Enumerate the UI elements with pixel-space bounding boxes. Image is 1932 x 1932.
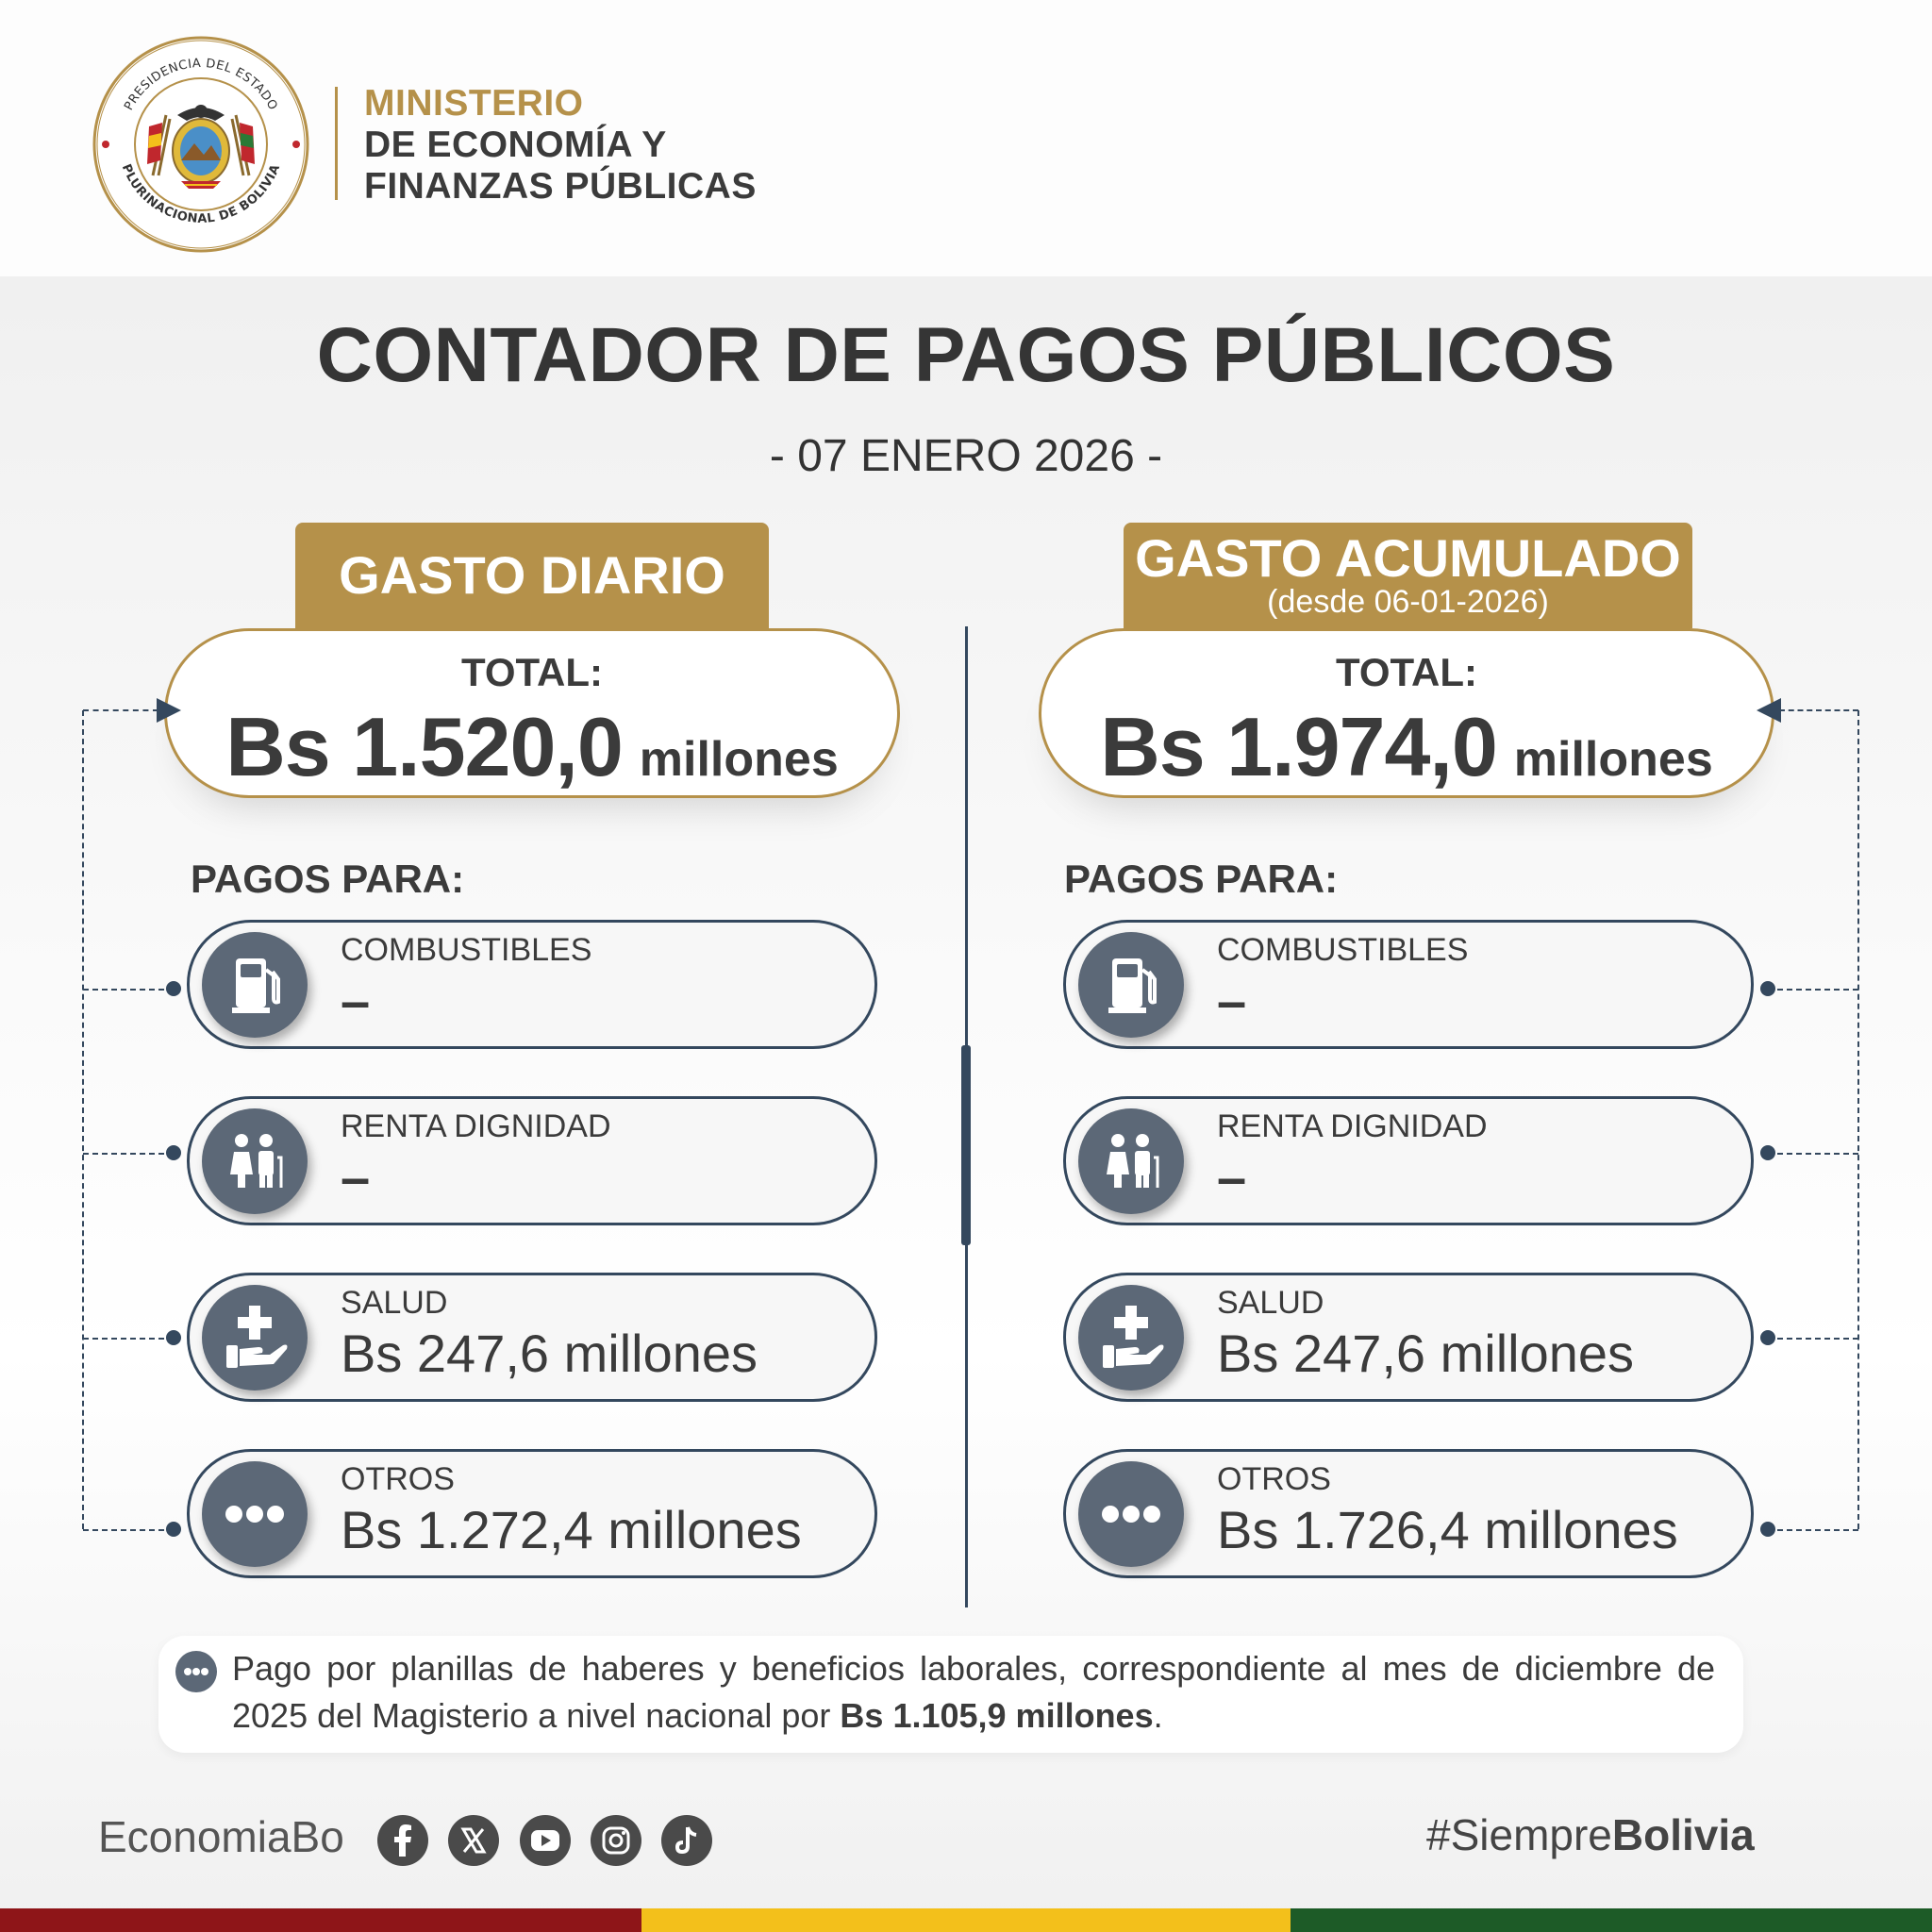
daily-tab-title: GASTO DIARIO [339,545,725,605]
cumulative-tab-title: GASTO ACUMULADO [1135,528,1681,588]
cumulative-connector-line [1857,710,1859,1529]
cumulative-item-label: RENTA DIGNIDAD [1217,1108,1488,1144]
hashtag-prefix: #Siempre [1426,1810,1612,1859]
daily-item-salud: SALUD Bs 247,6 millones [187,1273,877,1402]
cumulative-connector-branch [1768,989,1858,991]
daily-connector-branch [83,1529,174,1531]
daily-connector-branch [83,1338,174,1340]
cumulative-total-box: TOTAL: Bs 1.974,0 millones [1039,628,1774,798]
cumulative-item-salud: SALUD Bs 247,6 millones [1063,1273,1754,1402]
ministry-name-line-1: MINISTERIO [364,83,584,124]
cumulative-item-otros: OTROS Bs 1.726,4 millones [1063,1449,1754,1578]
daily-connector-arrow [157,698,181,723]
daily-total-label: TOTAL: [460,650,604,694]
hashtag-bold: Bolivia [1611,1810,1755,1859]
daily-total-unit: millones [639,732,839,787]
more-dots-icon [175,1651,217,1692]
cumulative-item-value: – [1217,971,1247,1030]
health-hand-icon [1078,1285,1184,1391]
daily-item-label: SALUD [341,1285,448,1321]
cumulative-connector-dot [1760,1522,1775,1537]
cumulative-item-label: COMBUSTIBLES [1217,932,1469,968]
daily-item-value: – [341,1147,371,1207]
fuel-pump-icon [1078,932,1184,1038]
daily-connector-branch [83,989,174,991]
center-divider-accent [961,1045,971,1245]
cumulative-connector-arrow [1757,698,1781,723]
flag-stripe-red [0,1908,641,1932]
daily-connector-line [82,710,84,1529]
daily-item-label: RENTA DIGNIDAD [341,1108,611,1144]
daily-connector-branch [83,1153,174,1155]
cumulative-tab-subtitle: (desde 06-01-2026) [1267,584,1549,620]
daily-item-value: Bs 1.272,4 millones [341,1500,802,1559]
daily-connector-dot [166,1330,181,1345]
daily-item-label: OTROS [341,1461,455,1497]
cumulative-item-label: SALUD [1217,1285,1324,1321]
daily-item-combustibles: COMBUSTIBLES – [187,920,877,1049]
cumulative-item-value: Bs 1.726,4 millones [1217,1500,1678,1559]
youtube-icon[interactable] [520,1815,571,1866]
footnote-body: Pago por planillas de haberes y benefici… [232,1649,1715,1735]
cumulative-connector-branch [1768,1338,1858,1340]
health-hand-icon [202,1285,308,1391]
instagram-icon[interactable] [591,1815,641,1866]
cumulative-item-value: – [1217,1147,1247,1207]
daily-item-value: – [341,971,371,1030]
more-dots-icon [202,1461,308,1567]
facebook-icon[interactable] [377,1815,428,1866]
x-icon[interactable] [448,1815,499,1866]
cumulative-connector-dot [1760,1145,1775,1160]
page-date: - 07 ENERO 2026 - [769,431,1163,481]
ministry-name-line-3: FINANZAS PÚBLICAS [364,166,757,207]
cumulative-spending-tab: GASTO ACUMULADO (desde 06-01-2026) [1124,523,1692,628]
daily-total-box: TOTAL: Bs 1.520,0 millones [164,628,900,798]
cumulative-connector-branch [1768,1153,1858,1155]
tiktok-icon[interactable] [661,1815,712,1866]
cumulative-total-label: TOTAL: [1335,650,1478,694]
ministry-name-line-2: DE ECONOMÍA Y [364,125,667,165]
daily-item-label: COMBUSTIBLES [341,932,592,968]
daily-total-amount: Bs 1.520,0 [225,700,624,793]
daily-connector-dot [166,1522,181,1537]
page-title: CONTADOR DE PAGOS PÚBLICOS [316,312,1616,398]
daily-connector-dot [166,1145,181,1160]
flag-stripe-green [1291,1908,1932,1932]
fuel-pump-icon [202,932,308,1038]
presidential-seal-logo: PRESIDENCIA DEL ESTADO PLURINACIONAL DE … [91,34,311,255]
cumulative-connector-top [1779,709,1858,711]
daily-item-renta-dignidad: RENTA DIGNIDAD – [187,1096,877,1225]
cumulative-item-label: OTROS [1217,1461,1331,1497]
footnote-end: . [1153,1696,1163,1735]
cumulative-total-unit: millones [1513,732,1713,787]
daily-connector-top [83,709,158,711]
elderly-couple-icon [1078,1108,1184,1214]
cumulative-payments-for-label: PAGOS PARA: [1064,857,1339,901]
daily-spending-tab: GASTO DIARIO [295,523,769,628]
header-divider [335,87,338,200]
elderly-couple-icon [202,1108,308,1214]
daily-payments-for-label: PAGOS PARA: [191,857,465,901]
daily-item-otros: OTROS Bs 1.272,4 millones [187,1449,877,1578]
cumulative-connector-dot [1760,981,1775,996]
more-dots-icon [1078,1461,1184,1567]
cumulative-total-amount: Bs 1.974,0 [1100,700,1498,793]
cumulative-connector-dot [1760,1330,1775,1345]
cumulative-connector-branch [1768,1529,1858,1531]
header-band [0,0,1932,276]
cumulative-item-value: Bs 247,6 millones [1217,1324,1635,1383]
footnote-text: Pago por planillas de haberes y benefici… [232,1645,1715,1740]
daily-connector-dot [166,981,181,996]
cumulative-item-combustibles: COMBUSTIBLES – [1063,920,1754,1049]
footnote-amount: Bs 1.105,9 millones [840,1696,1154,1735]
flag-stripe-yellow [641,1908,1291,1932]
social-handle: EconomiaBo [98,1812,344,1861]
cumulative-item-renta-dignidad: RENTA DIGNIDAD – [1063,1096,1754,1225]
footnote-box [158,1636,1743,1753]
daily-item-value: Bs 247,6 millones [341,1324,758,1383]
hashtag: #SiempreBolivia [1426,1809,1755,1860]
